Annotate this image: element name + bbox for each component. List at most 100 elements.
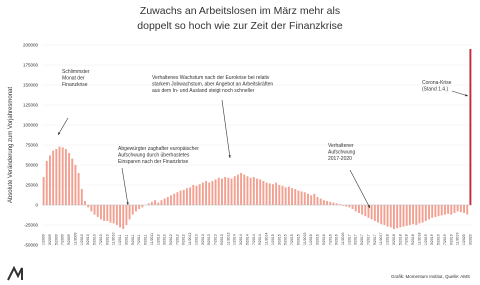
bar <box>348 205 351 208</box>
x-tick-label: 11/2018 <box>417 233 421 245</box>
bar <box>364 205 367 217</box>
bar <box>412 205 415 225</box>
bar <box>287 186 290 205</box>
bar <box>160 200 163 205</box>
bar <box>230 178 233 205</box>
bar <box>71 158 74 205</box>
bar <box>154 200 157 205</box>
y-tick-label: -50000 <box>24 243 39 248</box>
bar <box>271 184 274 205</box>
bar <box>112 205 115 224</box>
bar <box>166 197 169 205</box>
bar <box>463 205 465 213</box>
annotation: starkem Jobwachstum, aber Angebot an Arb… <box>152 82 273 88</box>
bar <box>208 182 211 205</box>
x-tick-label: 11/2013 <box>226 233 230 245</box>
bar <box>434 205 437 217</box>
x-tick-label: 1/2011 <box>118 235 122 245</box>
bar <box>275 182 278 205</box>
y-tick-label: 75000 <box>25 143 38 148</box>
bar <box>246 176 249 205</box>
bar <box>291 188 293 205</box>
y-tick-label: -25000 <box>24 223 39 228</box>
bar <box>256 178 258 205</box>
arrow-head <box>465 94 468 97</box>
bar <box>61 147 64 205</box>
x-tick-label: 11/2014 <box>265 233 269 245</box>
bar <box>42 177 45 205</box>
x-tick-label: 1/2014 <box>233 234 237 245</box>
bar <box>157 202 160 205</box>
y-tick-label: 175000 <box>23 63 39 68</box>
bar <box>103 205 106 221</box>
x-tick-label: 3/2011 <box>124 235 128 245</box>
x-tick-label: 1/2019 <box>424 234 428 245</box>
y-tick-label: 200000 <box>23 43 39 48</box>
x-tick-label: 7/2010 <box>99 234 103 245</box>
bar <box>201 182 204 205</box>
bar <box>281 185 284 205</box>
bar <box>437 205 440 217</box>
annotation: Finanzkrise <box>62 82 88 88</box>
bar <box>240 173 243 205</box>
bar <box>300 191 303 205</box>
x-tick-label: 1/2009 <box>42 234 46 245</box>
x-tick-label: 7/2017 <box>366 234 370 245</box>
bar <box>310 195 313 205</box>
y-tick-label: 100000 <box>23 123 39 128</box>
x-tick-label: 5/2009 <box>54 234 58 245</box>
bar <box>163 198 166 205</box>
bar <box>326 201 329 205</box>
bar <box>90 205 93 212</box>
bar <box>138 205 141 209</box>
bar <box>459 205 462 213</box>
x-tick-label: 1/2017 <box>347 234 351 245</box>
x-tick-label: 11/2017 <box>379 233 383 245</box>
bar <box>402 205 405 227</box>
bar <box>115 205 118 225</box>
bar <box>367 205 370 218</box>
x-tick-label: 3/2017 <box>354 234 358 245</box>
annotation: Aufschwung <box>328 150 355 156</box>
x-tick-label: 11/2009 <box>73 233 77 245</box>
bar <box>84 201 86 205</box>
bar <box>354 205 357 212</box>
x-tick-label: 9/2015 <box>296 234 300 245</box>
bar <box>141 205 144 208</box>
x-tick-label: 5/2010 <box>93 234 97 245</box>
arrow-head <box>228 155 231 158</box>
x-tick-label: 5/2018 <box>398 234 402 245</box>
bar <box>396 205 399 229</box>
bar <box>125 205 128 225</box>
annotation-arrow <box>451 90 469 97</box>
bar <box>99 205 102 220</box>
annotation: 2017-2020 <box>328 156 352 162</box>
bar <box>128 205 131 220</box>
x-tick-label: 9/2016 <box>335 234 339 245</box>
x-tick-label: 5/2012 <box>169 234 173 245</box>
arrow-head <box>58 132 61 135</box>
x-tick-label: 7/2016 <box>328 234 332 245</box>
x-tick-label: 1/2016 <box>309 234 313 245</box>
y-tick-label: 0 <box>35 203 38 208</box>
bar <box>224 177 227 205</box>
bar <box>173 193 176 205</box>
annotation: Schlimmster <box>62 69 90 75</box>
bar <box>373 205 376 221</box>
x-tick-label: 7/2009 <box>61 234 65 245</box>
arrow-head <box>367 205 370 208</box>
bar <box>370 205 373 220</box>
bar <box>338 204 341 205</box>
bar <box>297 190 300 205</box>
bar <box>227 177 230 205</box>
x-tick-label: 7/2013 <box>214 234 218 245</box>
x-tick-label: 3/2010 <box>86 234 90 245</box>
y-tick-label: 150000 <box>23 83 39 88</box>
bar <box>408 205 411 225</box>
bar <box>456 205 459 212</box>
x-tick-label: 7/2019 <box>443 234 447 245</box>
bar <box>342 205 344 206</box>
x-tick-label: 9/2018 <box>411 234 415 245</box>
bar <box>380 205 383 225</box>
x-tick-label: 3/2014 <box>239 234 243 245</box>
